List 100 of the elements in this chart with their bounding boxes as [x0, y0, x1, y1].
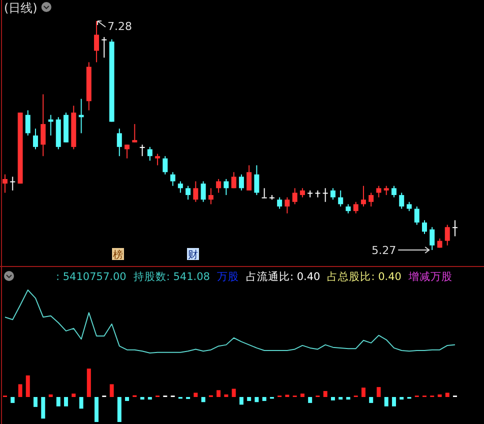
candlestick: [300, 188, 305, 198]
text: 占总股比: 0.40: [327, 270, 402, 283]
candlestick: [238, 174, 244, 191]
bar: [346, 397, 350, 400]
candlestick: [231, 172, 236, 189]
candlestick: [224, 178, 229, 196]
bar: [438, 394, 442, 397]
candlestick: [132, 124, 138, 143]
candlestick: [399, 192, 404, 210]
candlestick: [376, 185, 382, 198]
candlestick: [444, 224, 450, 246]
candlestick: [391, 185, 396, 198]
bar: [239, 397, 244, 405]
bar: [148, 397, 152, 400]
candlestick: [200, 180, 206, 202]
bar: [224, 394, 228, 397]
bar: [117, 397, 122, 422]
text: 万股: [216, 271, 239, 283]
bar: [330, 397, 335, 400]
candlestick: [216, 178, 222, 194]
candlestick: [147, 146, 152, 162]
candlestick: [254, 164, 260, 196]
candlestick: [162, 156, 168, 175]
candlestick: [360, 185, 366, 207]
bar: [201, 397, 206, 402]
bar: [361, 388, 366, 397]
candlestick: [414, 206, 420, 226]
candlestick: [284, 196, 290, 214]
bar: [48, 394, 53, 397]
bar: [18, 384, 22, 397]
candlestick: [262, 188, 267, 198]
candlestick: [2, 174, 8, 194]
bar: [41, 397, 46, 419]
candlestick: [124, 144, 130, 159]
bar: [323, 391, 328, 397]
candlestick: [116, 128, 122, 157]
annotation: 榜: [113, 249, 123, 261]
bar: [254, 397, 259, 402]
candlestick: [346, 204, 351, 214]
bar: [216, 390, 221, 397]
candlestick: [140, 144, 145, 157]
candlestick: [353, 201, 358, 214]
bar: [369, 397, 374, 403]
candlestick: [368, 192, 374, 207]
bar: [400, 397, 404, 400]
candlestick: [193, 180, 198, 202]
candlestick: [384, 185, 389, 196]
candlestick: [25, 110, 30, 136]
candlestick: [33, 128, 38, 150]
candlestick: [292, 188, 298, 205]
bar: [125, 397, 130, 401]
bar: [26, 375, 30, 397]
bar: [338, 397, 343, 400]
bar: [247, 397, 252, 401]
candlestick: [277, 196, 282, 210]
bar: [79, 397, 84, 409]
bar: [10, 397, 15, 403]
bar: [232, 388, 236, 397]
bar: [392, 397, 396, 406]
bar: [194, 392, 198, 397]
chart-title: (日线): [4, 1, 38, 15]
candlestick: [178, 180, 183, 194]
annotation: 5.27: [372, 244, 396, 257]
bar: [140, 397, 144, 400]
candlestick: [406, 201, 412, 212]
bar: [64, 397, 68, 406]
candlestick: [94, 20, 100, 63]
candlestick: [48, 114, 54, 136]
candlestick: [40, 94, 46, 157]
candlestick: [208, 188, 214, 205]
candlestick: [452, 220, 458, 237]
bar: [56, 397, 60, 406]
candlestick: [338, 190, 344, 207]
annotation: 7.28: [108, 20, 132, 33]
candlestick: [186, 185, 191, 200]
bar: [300, 394, 304, 397]
bar: [308, 397, 312, 403]
annotation: 财: [188, 249, 198, 261]
bar: [94, 397, 99, 422]
candlestick: [422, 220, 427, 234]
text: 占流通比: 0.40: [246, 270, 320, 283]
bar: [110, 384, 114, 397]
candlestick: [170, 172, 176, 186]
candlestick: [322, 188, 328, 202]
bar: [445, 392, 450, 397]
bar: [34, 397, 38, 407]
bar: [86, 368, 91, 397]
candlestick: [246, 164, 252, 191]
bar: [376, 387, 381, 397]
candlestick: [10, 176, 16, 191]
candlestick: [155, 153, 160, 166]
text: 持股数: 541.08: [133, 271, 210, 283]
bar: [384, 397, 388, 406]
text: 增减万股: [408, 270, 452, 283]
candlestick: [430, 226, 435, 250]
text: : 5410757.00: [56, 271, 126, 283]
bar: [72, 394, 76, 397]
candlestick: [330, 188, 336, 200]
candlestick: [102, 36, 107, 58]
bar: [262, 397, 266, 401]
